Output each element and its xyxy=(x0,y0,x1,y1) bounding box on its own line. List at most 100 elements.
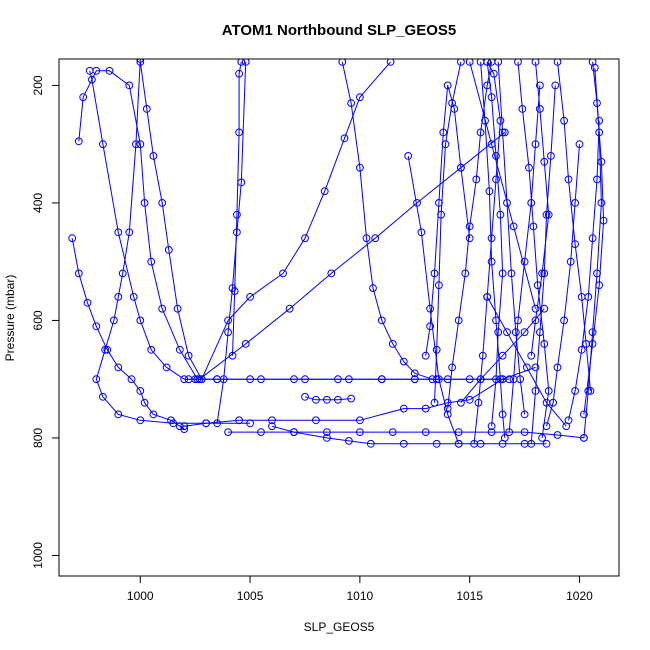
series-line xyxy=(201,61,391,380)
data-point xyxy=(531,59,540,66)
series-32 xyxy=(580,59,608,419)
data-point xyxy=(503,328,511,337)
data-point xyxy=(338,59,347,66)
data-point xyxy=(230,287,239,296)
data-point xyxy=(492,175,500,184)
data-point xyxy=(500,434,509,442)
series-15 xyxy=(301,392,356,404)
data-point xyxy=(246,293,255,301)
series-33 xyxy=(457,304,549,407)
data-point xyxy=(522,363,531,372)
data-point xyxy=(498,269,507,278)
series-28 xyxy=(542,140,584,431)
data-point xyxy=(356,428,364,437)
data-point xyxy=(448,363,457,372)
data-point xyxy=(290,428,298,437)
data-point xyxy=(509,222,518,231)
data-point xyxy=(560,316,568,325)
data-point xyxy=(514,316,522,325)
series-21 xyxy=(476,59,509,442)
data-point xyxy=(454,316,463,325)
data-point xyxy=(404,152,413,160)
data-point xyxy=(531,316,540,325)
y-axis: 200 400 600 800 1000 xyxy=(31,75,60,569)
data-point xyxy=(158,199,167,207)
data-point xyxy=(527,439,536,448)
data-point xyxy=(531,304,540,313)
data-point xyxy=(465,395,474,404)
y-tick-label: 200 xyxy=(31,75,45,95)
series-17 xyxy=(421,81,474,360)
data-point xyxy=(487,234,496,243)
data-point xyxy=(105,66,114,75)
data-point xyxy=(577,345,586,354)
data-point xyxy=(323,395,331,404)
series-16 xyxy=(404,152,463,448)
data-point xyxy=(140,398,149,407)
data-point xyxy=(470,439,479,448)
data-point xyxy=(540,340,549,348)
data-point xyxy=(457,59,465,66)
series-26 xyxy=(527,81,560,448)
series-line xyxy=(447,61,493,409)
data-point xyxy=(496,116,505,125)
series-12 xyxy=(197,59,395,384)
data-point xyxy=(195,375,204,384)
y-tick-label: 400 xyxy=(31,193,45,213)
series-19 xyxy=(443,59,496,413)
data-point xyxy=(68,234,77,243)
data-point xyxy=(99,140,107,149)
series-line xyxy=(486,296,567,427)
series-line xyxy=(184,366,536,427)
data-point xyxy=(301,234,309,243)
data-point xyxy=(533,281,542,290)
data-point xyxy=(279,269,287,278)
data-point xyxy=(347,394,356,403)
data-point xyxy=(474,398,483,407)
data-point xyxy=(553,363,562,372)
data-point xyxy=(584,293,593,301)
data-point xyxy=(140,199,149,207)
data-point xyxy=(547,152,555,160)
data-point xyxy=(514,59,522,66)
data-point xyxy=(110,316,118,325)
data-point xyxy=(595,116,604,125)
series-1 xyxy=(85,66,200,384)
data-point xyxy=(542,210,551,219)
data-point xyxy=(356,163,364,172)
series-line xyxy=(228,431,584,439)
data-point xyxy=(588,59,597,66)
data-point xyxy=(580,410,588,419)
data-point xyxy=(312,416,320,425)
data-point xyxy=(571,240,579,249)
data-point xyxy=(571,387,579,395)
data-point xyxy=(476,375,485,384)
data-point xyxy=(498,410,507,419)
data-point xyxy=(399,357,408,366)
data-point xyxy=(184,375,193,384)
data-point xyxy=(356,93,364,102)
data-point xyxy=(202,419,211,428)
series-35 xyxy=(483,293,571,431)
data-point xyxy=(454,439,463,448)
x-tick-label: 1000 xyxy=(127,589,154,603)
data-point xyxy=(285,304,294,313)
data-point xyxy=(125,228,134,237)
series-line xyxy=(232,61,242,356)
data-point xyxy=(580,434,588,442)
data-point xyxy=(509,375,518,384)
data-point xyxy=(158,304,167,313)
data-point xyxy=(560,116,568,125)
series-8 xyxy=(180,363,540,431)
data-point xyxy=(173,304,182,313)
data-point xyxy=(162,363,171,372)
series-line xyxy=(469,61,536,309)
data-point xyxy=(496,210,505,219)
data-point xyxy=(312,395,320,404)
data-point xyxy=(542,422,551,431)
series-line xyxy=(530,85,556,444)
series-line xyxy=(71,238,185,430)
data-point xyxy=(489,69,498,78)
data-point xyxy=(507,269,516,278)
series-line xyxy=(95,59,251,424)
